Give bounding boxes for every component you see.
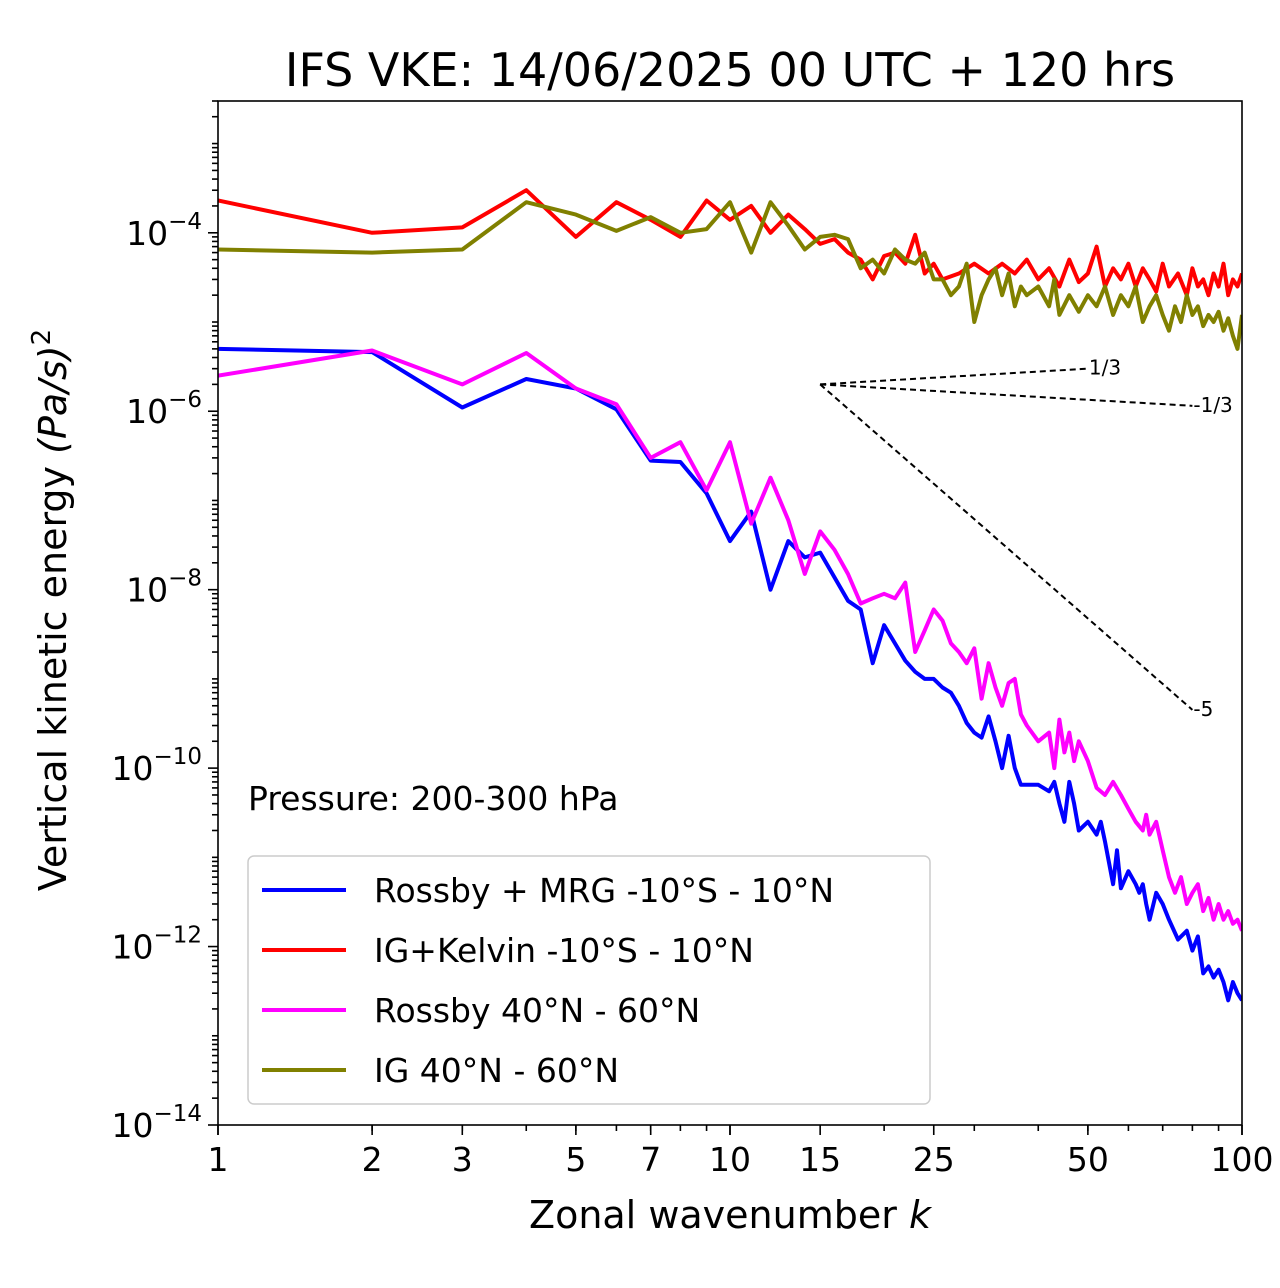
x-tick-label: 2 xyxy=(362,1140,383,1179)
x-tick-label: 3 xyxy=(452,1140,473,1179)
reference-line-2 xyxy=(820,383,1193,407)
x-axis: 1 2 3 5 7 10 15 25 50 100 xyxy=(208,1125,1274,1179)
x-tick-label: 7 xyxy=(640,1140,661,1179)
legend-label-3: Rossby 40°N - 60°N xyxy=(374,991,700,1030)
x-tick-label: 10 xyxy=(709,1140,751,1179)
y-axis: 10−4 10−6 10−8 10−10 10−12 10−14 xyxy=(111,100,218,1145)
y-tick-label: 10−4 xyxy=(126,209,202,253)
x-tick-label: 1 xyxy=(208,1140,229,1179)
legend-label-1: Rossby + MRG -10°S - 10°N xyxy=(374,871,834,910)
y-axis-label: Vertical kinetic energy (Pa/s)2 xyxy=(27,329,75,891)
x-tick-label: 50 xyxy=(1067,1140,1109,1179)
series-layer xyxy=(218,188,1242,1003)
x-tick-label: 100 xyxy=(1211,1140,1274,1179)
y-tick-label: 10−12 xyxy=(111,923,202,967)
x-tick-label: 25 xyxy=(913,1140,955,1179)
series-line-4 xyxy=(218,200,1242,351)
pressure-annotation: Pressure: 200-300 hPa xyxy=(248,779,618,818)
x-axis-label: Zonal wavenumber k xyxy=(529,1193,933,1237)
reference-label-3: -5 xyxy=(1193,697,1213,721)
reference-line-1 xyxy=(820,367,1088,386)
reference-label-2: -1/3 xyxy=(1193,393,1232,417)
x-tick-label: 15 xyxy=(799,1140,841,1179)
series-line-1 xyxy=(218,346,1242,1003)
y-tick-label: 10−6 xyxy=(126,387,202,431)
series-line-2 xyxy=(218,188,1242,298)
y-tick-label: 10−14 xyxy=(111,1101,202,1145)
reference-label-1: 1/3 xyxy=(1089,356,1121,380)
x-tick-label: 5 xyxy=(565,1140,586,1179)
legend-box xyxy=(247,855,931,1105)
series-line-3 xyxy=(218,348,1242,932)
y-tick-label: 10−8 xyxy=(126,566,202,610)
reference-slopes: 1/3 -1/3 -5 xyxy=(819,356,1233,721)
legend-label-4: IG 40°N - 60°N xyxy=(374,1051,619,1090)
legend: Rossby + MRG -10°S - 10°N IG+Kelvin -10°S… xyxy=(247,855,931,1105)
legend-label-2: IG+Kelvin -10°S - 10°N xyxy=(374,931,754,970)
chart-title: IFS VKE: 14/06/2025 00 UTC + 120 hrs xyxy=(285,43,1175,97)
reference-line-3 xyxy=(819,383,1194,711)
y-tick-label: 10−10 xyxy=(111,744,202,788)
